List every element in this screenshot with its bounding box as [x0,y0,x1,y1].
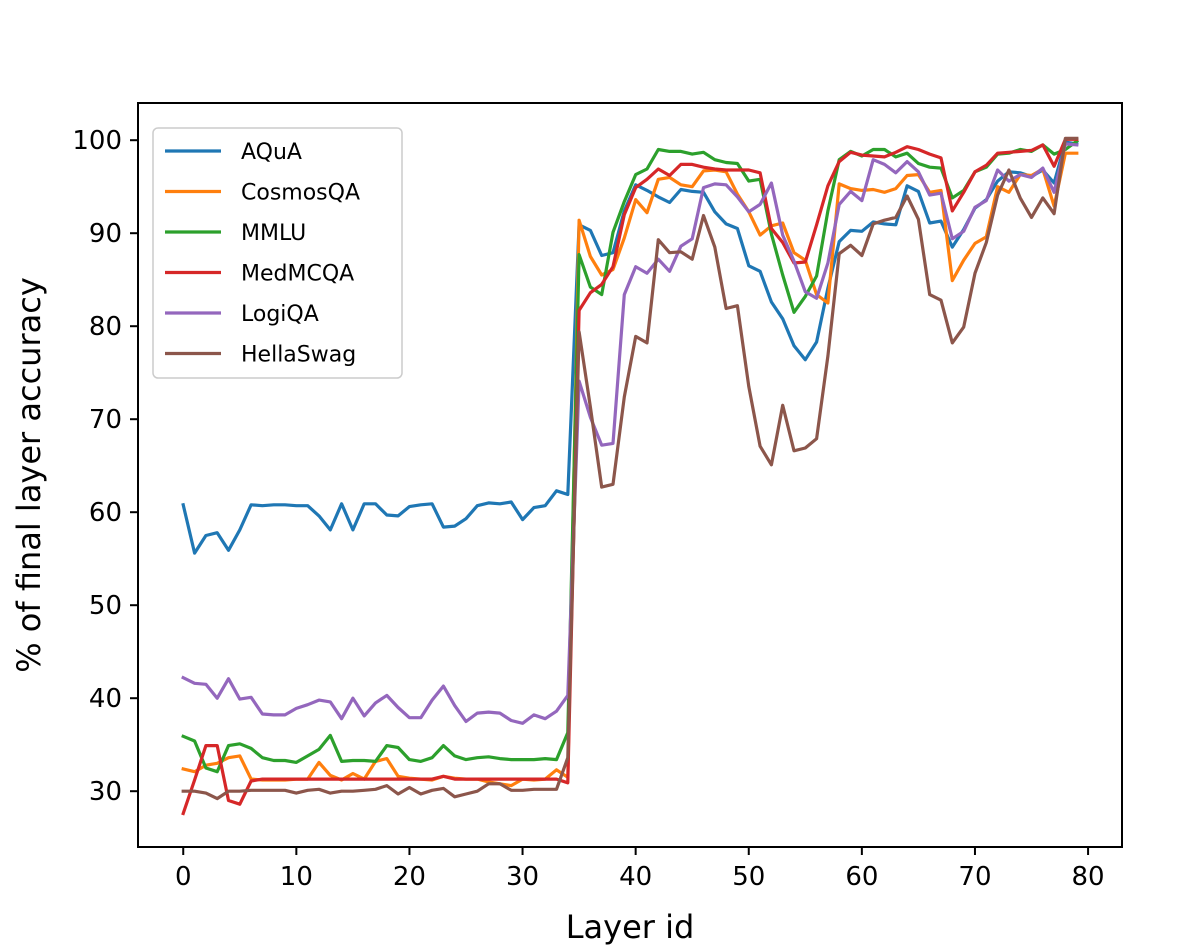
x-tick-label: 10 [280,862,313,892]
legend-label: MedMCQA [241,262,354,287]
x-axis-ticks: 0 10 20 30 40 50 60 70 80 [175,847,1105,892]
x-tick-label: 70 [958,862,991,892]
x-tick-label: 50 [732,862,765,892]
x-axis-label: Layer id [566,908,695,946]
y-tick-label: 80 [89,312,122,342]
x-tick-label: 0 [175,862,192,892]
x-tick-label: 60 [845,862,878,892]
y-tick-label: 70 [89,405,122,435]
y-axis-label: % of final layer accuracy [10,277,48,673]
y-tick-label: 100 [72,126,122,156]
series-line-logiqa [181,142,1079,725]
x-tick-label: 40 [619,862,652,892]
legend-label: AQuA [241,140,302,165]
legend-label: MMLU [241,221,306,246]
legend-label: LogiQA [241,302,319,327]
x-tick-label: 20 [393,862,426,892]
x-tick-label: 30 [506,862,539,892]
x-tick-label: 80 [1072,862,1105,892]
series-line-hellaswag [181,136,1079,801]
y-tick-label: 90 [89,219,122,249]
legend-label: CosmosQA [241,181,360,206]
series-line-mmlu [181,138,1080,774]
legend: AQuA CosmosQA MMLU MedMCQA LogiQA HellaSwag [152,127,403,379]
series-layer [181,136,1080,816]
y-tick-label: 60 [89,498,122,528]
y-tick-label: 40 [89,684,122,714]
y-tick-label: 50 [89,591,122,621]
y-tick-label: 30 [89,777,122,807]
y-axis-ticks: 30 40 50 60 70 80 90 100 [72,126,138,807]
series-line-medmcqa [181,137,1079,816]
legend-label: HellaSwag [241,343,356,368]
legend-box [152,127,403,379]
plot-frame [137,102,1123,848]
